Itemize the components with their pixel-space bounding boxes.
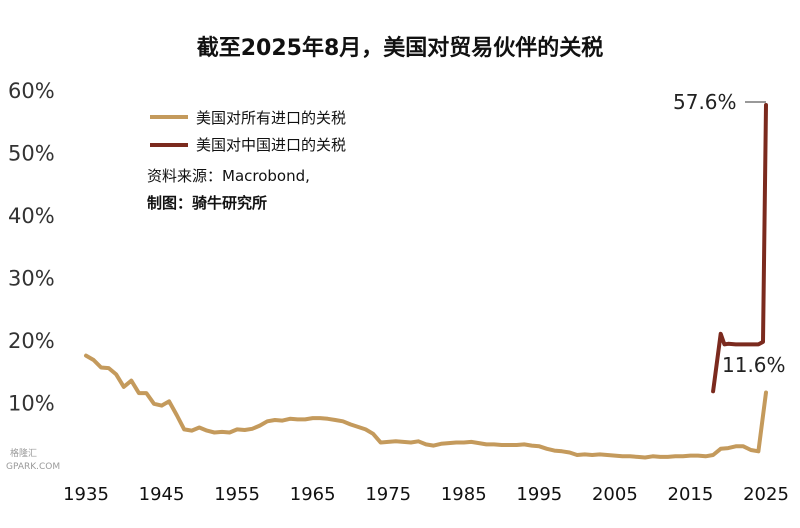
x-tick-label: 2025: [743, 484, 789, 505]
y-tick-label: 50%: [8, 142, 55, 166]
annotation-all-value: 11.6%: [722, 353, 786, 377]
x-tick-label: 2005: [592, 484, 638, 505]
x-axis-ticks: 1935 1945 1955 1965 1975 1985 1995 2005 2015 2025: [63, 484, 789, 505]
author-note: 制图：骑牛研究所: [147, 194, 267, 212]
legend: 美国对所有进口的关税 美国对中国进口的关税: [150, 109, 346, 154]
watermark: 格隆汇 GPARK.COM: [6, 447, 60, 472]
watermark-line1: 格隆汇: [10, 447, 37, 459]
watermark-line2: GPARK.COM: [6, 462, 60, 472]
x-tick-label: 1945: [139, 484, 185, 505]
series-line-china-imports: [711, 103, 768, 394]
y-tick-label: 20%: [8, 329, 55, 353]
series-layer: [84, 103, 768, 460]
x-tick-label: 1935: [63, 484, 109, 505]
x-tick-label: 1965: [290, 484, 336, 505]
y-tick-label: 30%: [8, 267, 55, 291]
y-tick-label: 60%: [8, 79, 55, 103]
legend-label-all-imports: 美国对所有进口的关税: [196, 109, 346, 127]
x-tick-label: 1985: [441, 484, 487, 505]
y-tick-label: 40%: [8, 204, 55, 228]
x-tick-label: 2015: [668, 484, 714, 505]
x-tick-label: 1995: [516, 484, 562, 505]
y-axis-ticks: 60% 50% 40% 30% 20% 10%: [8, 79, 55, 416]
annotation-china-value: 57.6%: [673, 90, 737, 114]
x-tick-label: 1955: [214, 484, 260, 505]
y-tick-label: 10%: [8, 392, 55, 416]
chart-title: 截至2025年8月，美国对贸易伙伴的关税: [196, 36, 604, 61]
source-note: 资料来源：Macrobond,: [147, 167, 310, 185]
legend-label-china-imports: 美国对中国进口的关税: [196, 136, 346, 154]
series-line-all-imports: [84, 353, 768, 460]
x-tick-label: 1975: [365, 484, 411, 505]
